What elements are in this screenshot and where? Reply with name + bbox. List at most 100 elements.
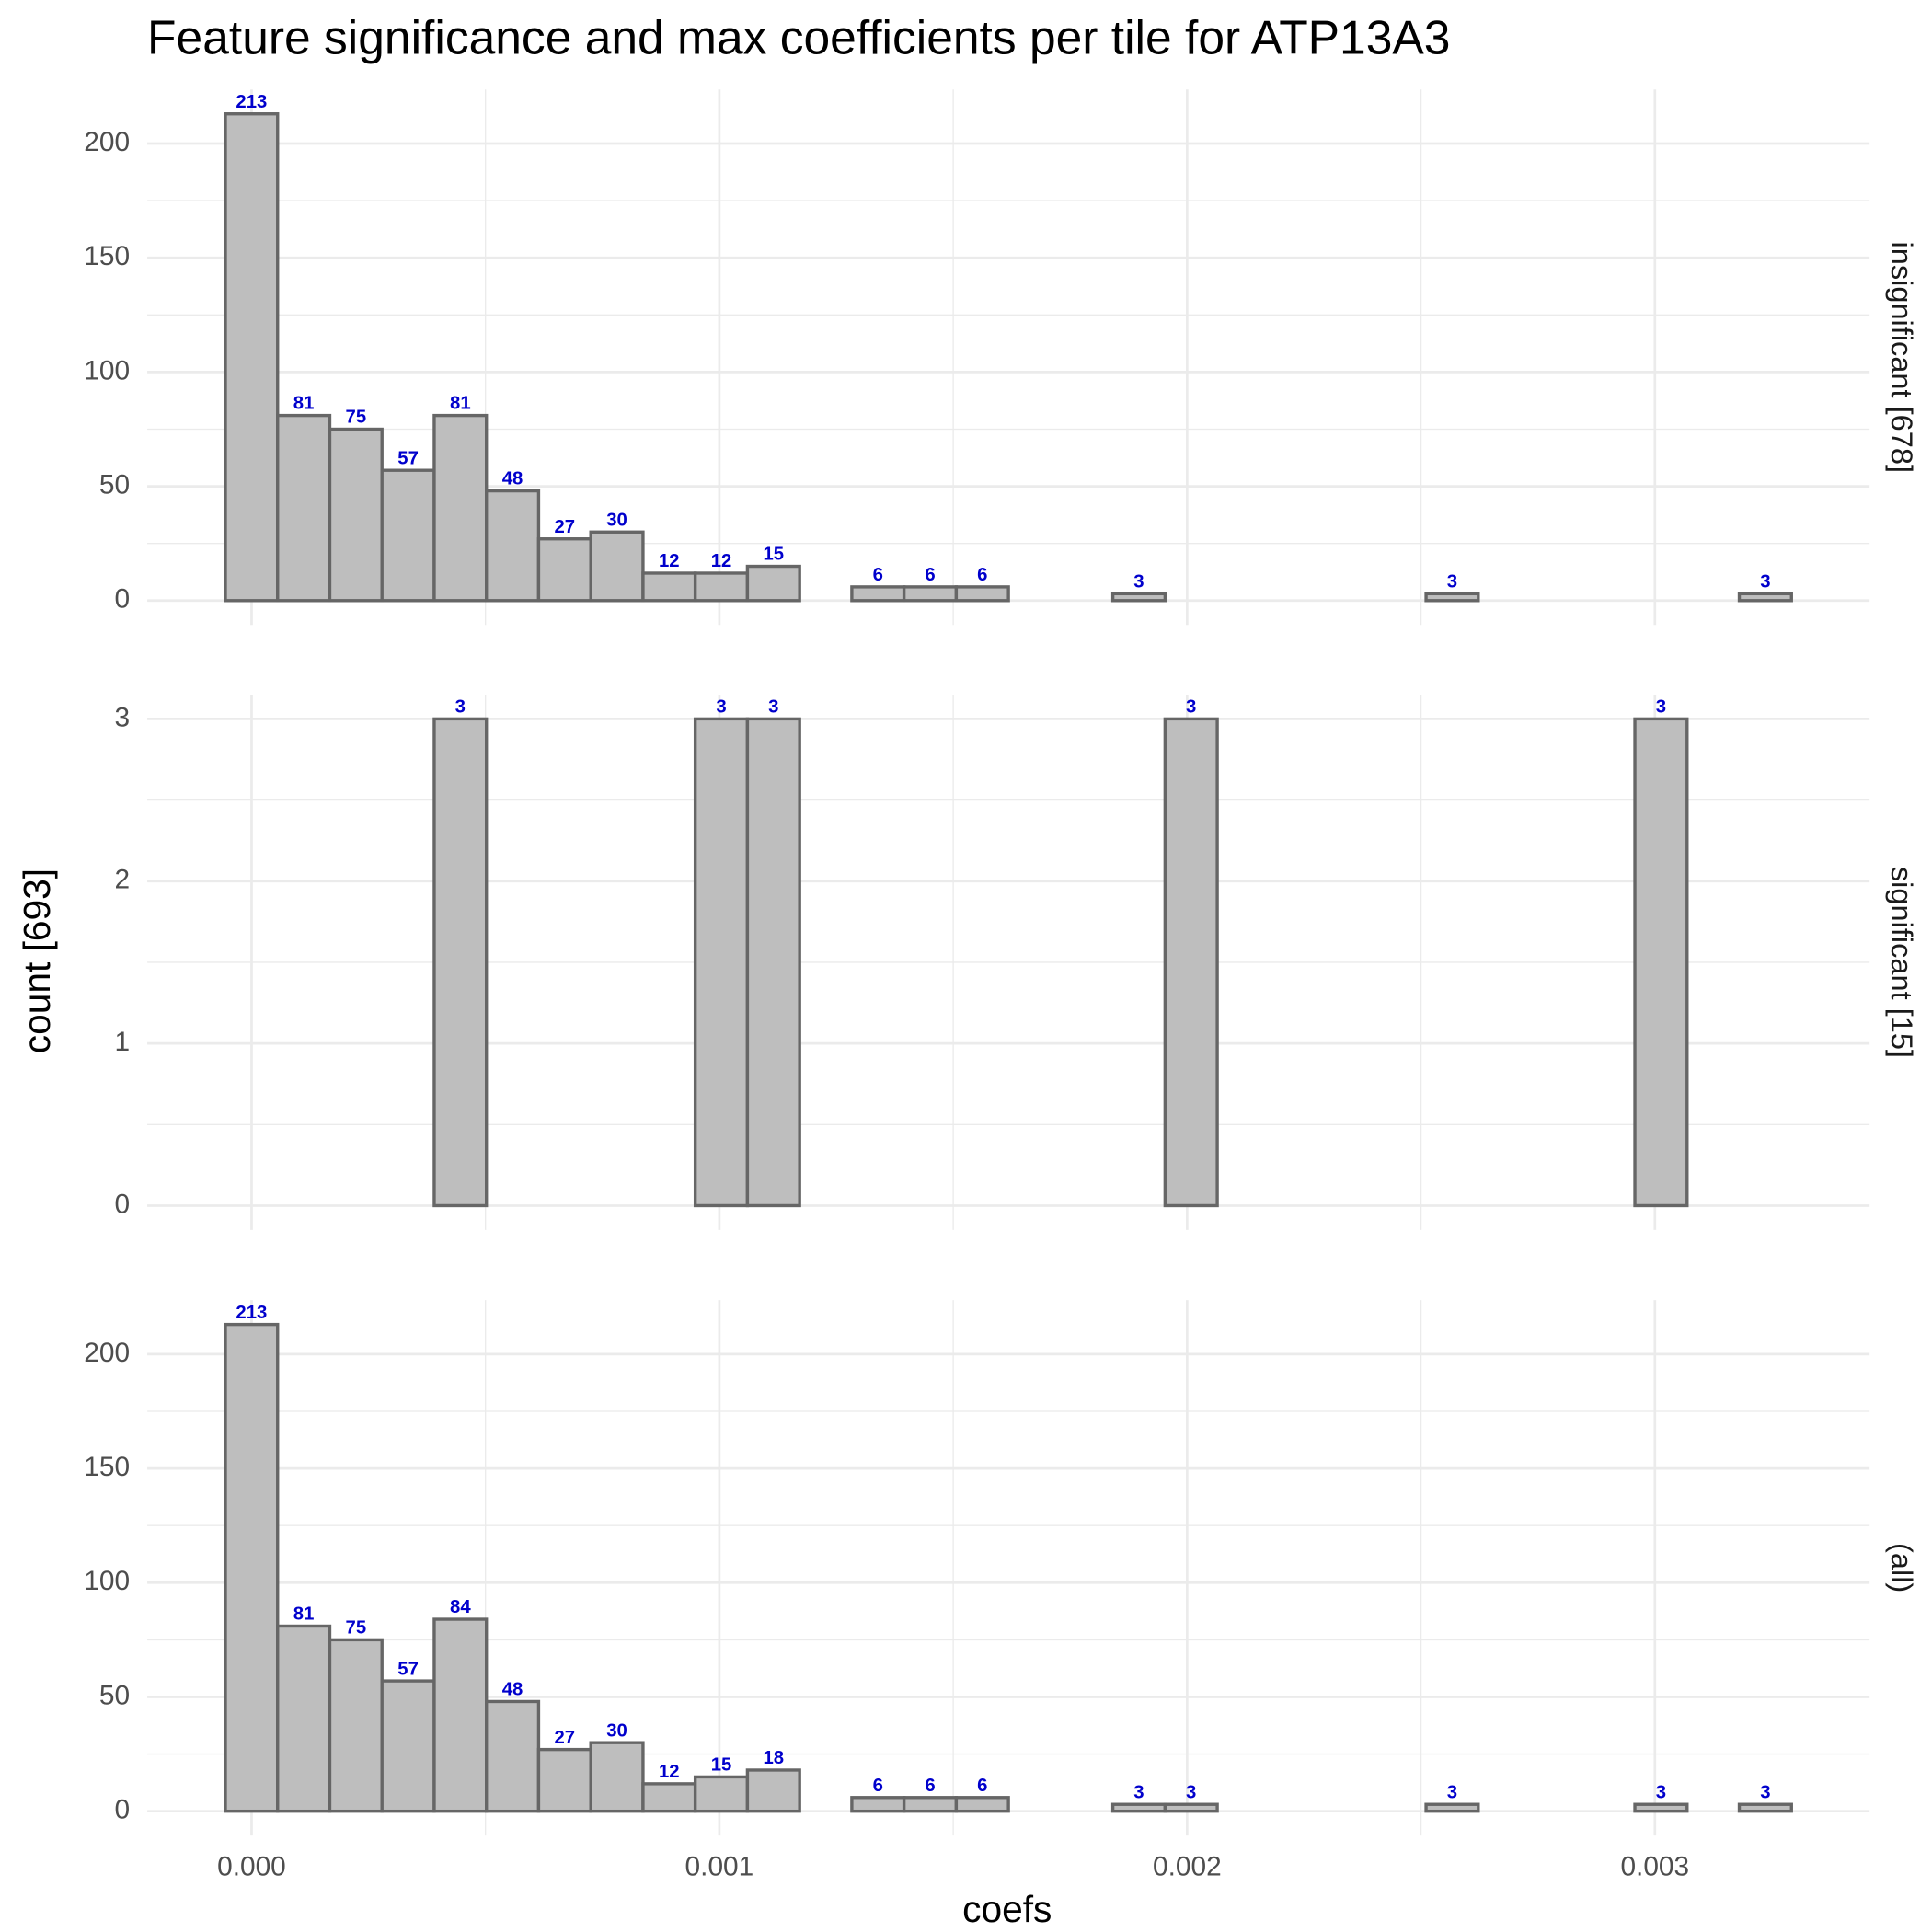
y-tick-label: 2 — [114, 865, 130, 895]
data-label: 213 — [236, 1303, 267, 1323]
bar — [850, 1796, 906, 1813]
y-tick-label: 200 — [84, 1338, 130, 1368]
bar — [954, 1796, 1010, 1813]
bar — [328, 427, 384, 603]
y-tick-label: 0 — [114, 584, 130, 615]
bar — [693, 571, 750, 603]
data-label: 6 — [873, 1776, 883, 1796]
data-label: 3 — [1656, 1782, 1666, 1802]
bar — [1737, 592, 1793, 603]
bar — [745, 1768, 801, 1813]
data-label: 15 — [711, 1755, 732, 1776]
y-tick-label: 150 — [84, 1452, 130, 1482]
data-label: 3 — [455, 697, 466, 718]
data-label: 84 — [450, 1597, 471, 1617]
bar — [485, 489, 541, 603]
y-tick-label: 150 — [84, 241, 130, 271]
data-label: 3 — [1447, 572, 1457, 592]
data-label: 27 — [555, 1728, 576, 1748]
bar — [693, 1775, 750, 1813]
bar — [328, 1638, 384, 1813]
y-axis-title: count [693] — [16, 868, 58, 1053]
x-tick-label: 0.002 — [1153, 1852, 1222, 1882]
x-tick-label: 0.000 — [217, 1852, 286, 1882]
data-label: 3 — [716, 697, 726, 718]
data-label: 3 — [1186, 1782, 1196, 1802]
bar — [902, 1796, 959, 1813]
data-label: 213 — [236, 92, 267, 112]
y-tick-label: 100 — [84, 355, 130, 385]
data-label: 6 — [873, 565, 883, 585]
bar — [745, 717, 801, 1208]
bar — [1163, 717, 1219, 1208]
facet-label: (all) — [1885, 1543, 1918, 1593]
bar — [693, 717, 750, 1208]
bar — [1163, 1802, 1219, 1813]
x-tick-label: 0.003 — [1620, 1852, 1689, 1882]
bar — [1424, 592, 1480, 603]
data-label: 3 — [1760, 1782, 1770, 1802]
bar — [641, 571, 697, 603]
data-label: 30 — [606, 1720, 627, 1741]
bar — [536, 537, 592, 603]
data-label: 6 — [925, 565, 935, 585]
data-label: 30 — [606, 510, 627, 530]
data-label: 3 — [768, 697, 778, 718]
data-label: 27 — [555, 517, 576, 537]
data-label: 48 — [502, 1680, 523, 1700]
x-tick-label: 0.001 — [685, 1852, 754, 1882]
facet-label: significant [15] — [1885, 867, 1918, 1058]
bar — [1633, 717, 1689, 1208]
bar — [589, 530, 645, 603]
bar — [485, 1699, 541, 1813]
data-label: 75 — [346, 1618, 367, 1639]
data-label: 18 — [763, 1748, 784, 1768]
bar — [1110, 592, 1167, 603]
bar — [380, 468, 436, 603]
data-label: 3 — [1186, 697, 1196, 718]
data-label: 6 — [977, 565, 987, 585]
bar — [589, 1741, 645, 1813]
bar — [224, 1322, 280, 1813]
bar — [1110, 1802, 1167, 1813]
bar — [432, 1617, 489, 1813]
y-tick-label: 100 — [84, 1566, 130, 1596]
bar — [954, 585, 1010, 603]
y-tick-label: 50 — [99, 469, 130, 500]
data-label: 12 — [711, 551, 732, 571]
bar — [850, 585, 906, 603]
bar — [641, 1782, 697, 1813]
y-tick-label: 3 — [114, 702, 130, 732]
y-tick-label: 0 — [114, 1795, 130, 1825]
data-label: 81 — [450, 394, 471, 414]
data-label: 81 — [293, 394, 315, 414]
data-label: 3 — [1760, 572, 1770, 592]
y-tick-label: 0 — [114, 1189, 130, 1219]
bar — [276, 1624, 332, 1813]
bar — [432, 413, 489, 603]
bar — [276, 413, 332, 603]
bar — [745, 564, 801, 603]
bar — [1424, 1802, 1480, 1813]
data-label: 3 — [1133, 572, 1144, 592]
data-label: 57 — [397, 1659, 419, 1679]
bar — [432, 717, 489, 1208]
data-label: 12 — [659, 1762, 680, 1782]
y-tick-label: 50 — [99, 1680, 130, 1710]
data-label: 6 — [977, 1776, 987, 1796]
facet-label: insignificant [678] — [1885, 242, 1918, 473]
bar — [1737, 1802, 1793, 1813]
bar — [380, 1679, 436, 1813]
data-label: 57 — [397, 448, 419, 468]
bar — [1633, 1802, 1689, 1813]
bar — [224, 112, 280, 603]
chart-title: Feature significance and max coefficient… — [147, 10, 1450, 63]
y-tick-label: 200 — [84, 127, 130, 157]
data-label: 3 — [1447, 1782, 1457, 1802]
data-label: 75 — [346, 408, 367, 428]
bar — [902, 585, 959, 603]
data-label: 3 — [1656, 697, 1666, 718]
data-label: 15 — [763, 545, 784, 565]
